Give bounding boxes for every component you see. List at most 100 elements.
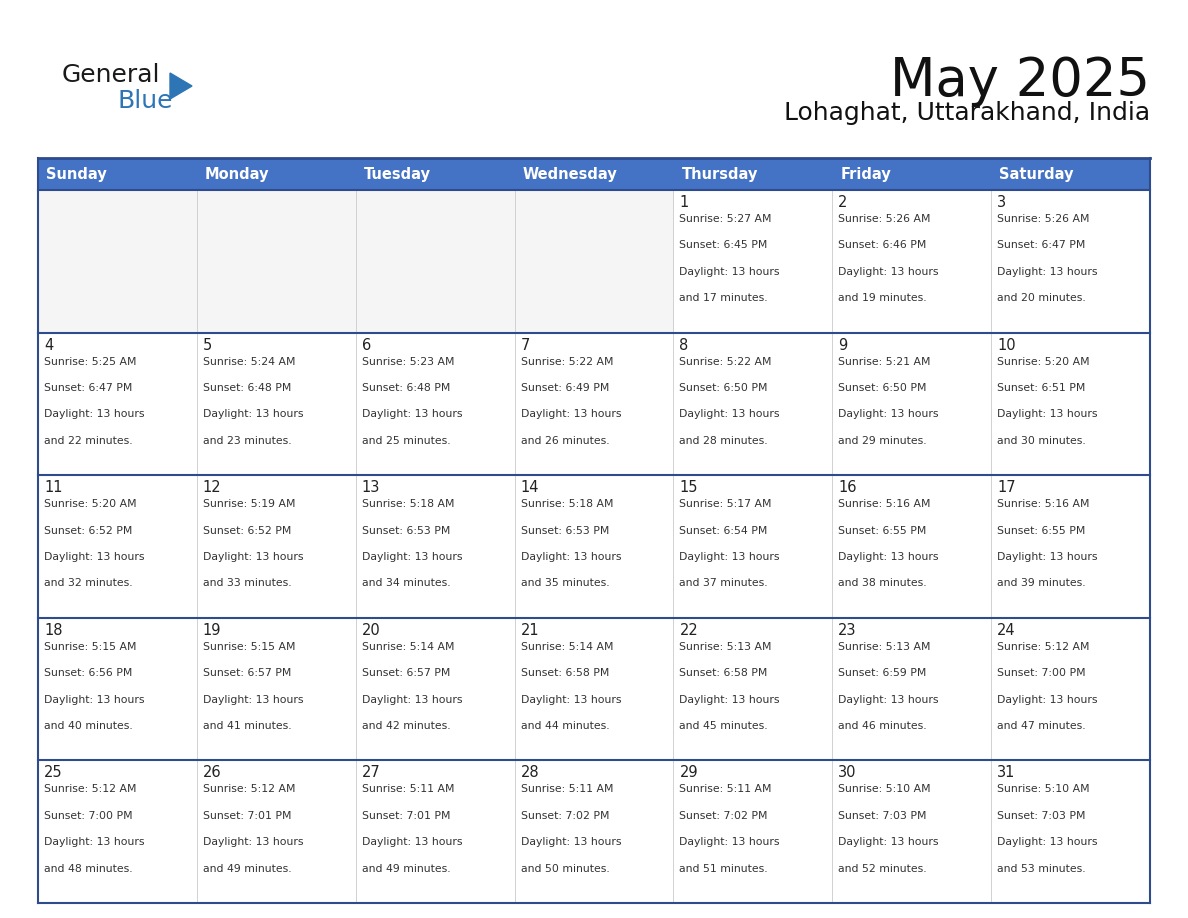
Text: Daylight: 13 hours: Daylight: 13 hours <box>44 552 145 562</box>
Text: Sunset: 6:49 PM: Sunset: 6:49 PM <box>520 383 609 393</box>
Text: Sunrise: 5:12 AM: Sunrise: 5:12 AM <box>997 642 1089 652</box>
Text: Daylight: 13 hours: Daylight: 13 hours <box>839 267 939 276</box>
Text: and 20 minutes.: and 20 minutes. <box>997 293 1086 303</box>
Text: Sunrise: 5:11 AM: Sunrise: 5:11 AM <box>520 784 613 794</box>
Text: Daylight: 13 hours: Daylight: 13 hours <box>839 695 939 704</box>
Text: Daylight: 13 hours: Daylight: 13 hours <box>520 409 621 420</box>
Text: and 42 minutes.: and 42 minutes. <box>361 721 450 731</box>
Text: Sunrise: 5:10 AM: Sunrise: 5:10 AM <box>839 784 931 794</box>
Text: and 40 minutes.: and 40 minutes. <box>44 721 133 731</box>
Text: and 45 minutes.: and 45 minutes. <box>680 721 769 731</box>
Text: Sunrise: 5:16 AM: Sunrise: 5:16 AM <box>839 499 930 509</box>
Bar <box>38 190 197 332</box>
Text: Sunrise: 5:23 AM: Sunrise: 5:23 AM <box>361 356 454 366</box>
Bar <box>991 476 1150 618</box>
Text: Daylight: 13 hours: Daylight: 13 hours <box>997 552 1098 562</box>
Text: 25: 25 <box>44 766 63 780</box>
Text: Sunrise: 5:12 AM: Sunrise: 5:12 AM <box>203 784 296 794</box>
Text: Daylight: 13 hours: Daylight: 13 hours <box>997 409 1098 420</box>
Text: 18: 18 <box>44 622 63 638</box>
Text: and 52 minutes.: and 52 minutes. <box>839 864 927 874</box>
Text: Sunrise: 5:24 AM: Sunrise: 5:24 AM <box>203 356 296 366</box>
Text: 20: 20 <box>361 622 380 638</box>
Text: Sunrise: 5:26 AM: Sunrise: 5:26 AM <box>997 214 1089 224</box>
Text: 12: 12 <box>203 480 221 495</box>
Text: Daylight: 13 hours: Daylight: 13 hours <box>680 267 781 276</box>
Text: Tuesday: Tuesday <box>364 166 431 182</box>
Text: Daylight: 13 hours: Daylight: 13 hours <box>361 409 462 420</box>
Text: and 29 minutes.: and 29 minutes. <box>839 436 927 446</box>
Text: and 17 minutes.: and 17 minutes. <box>680 293 769 303</box>
Bar <box>514 618 674 760</box>
Text: Daylight: 13 hours: Daylight: 13 hours <box>44 695 145 704</box>
Text: Sunrise: 5:26 AM: Sunrise: 5:26 AM <box>839 214 930 224</box>
Bar <box>833 476 991 618</box>
Text: 27: 27 <box>361 766 380 780</box>
Text: Daylight: 13 hours: Daylight: 13 hours <box>520 695 621 704</box>
Bar <box>833 618 991 760</box>
Text: 19: 19 <box>203 622 221 638</box>
Bar <box>197 476 355 618</box>
Text: Sunset: 7:00 PM: Sunset: 7:00 PM <box>997 668 1086 678</box>
Bar <box>355 618 514 760</box>
Text: Daylight: 13 hours: Daylight: 13 hours <box>361 837 462 847</box>
Text: Sunset: 6:54 PM: Sunset: 6:54 PM <box>680 526 767 535</box>
Text: Sunset: 6:47 PM: Sunset: 6:47 PM <box>44 383 132 393</box>
Text: and 50 minutes.: and 50 minutes. <box>520 864 609 874</box>
Text: Sunrise: 5:25 AM: Sunrise: 5:25 AM <box>44 356 137 366</box>
Bar <box>514 760 674 903</box>
Text: Sunset: 6:55 PM: Sunset: 6:55 PM <box>997 526 1086 535</box>
Text: 2: 2 <box>839 195 848 210</box>
Text: Daylight: 13 hours: Daylight: 13 hours <box>203 409 303 420</box>
Text: Daylight: 13 hours: Daylight: 13 hours <box>839 409 939 420</box>
Text: and 37 minutes.: and 37 minutes. <box>680 578 769 588</box>
Text: Sunset: 6:48 PM: Sunset: 6:48 PM <box>203 383 291 393</box>
Bar <box>38 332 197 476</box>
Bar <box>197 618 355 760</box>
Text: Sunset: 6:45 PM: Sunset: 6:45 PM <box>680 241 767 251</box>
Text: Sunset: 6:56 PM: Sunset: 6:56 PM <box>44 668 132 678</box>
Text: 6: 6 <box>361 338 371 353</box>
Text: and 28 minutes.: and 28 minutes. <box>680 436 769 446</box>
Bar <box>833 190 991 332</box>
Bar <box>674 158 833 190</box>
Text: and 26 minutes.: and 26 minutes. <box>520 436 609 446</box>
Text: 15: 15 <box>680 480 697 495</box>
Text: 7: 7 <box>520 338 530 353</box>
Text: and 32 minutes.: and 32 minutes. <box>44 578 133 588</box>
Text: Blue: Blue <box>116 89 172 113</box>
Text: Sunset: 6:59 PM: Sunset: 6:59 PM <box>839 668 927 678</box>
Bar <box>355 332 514 476</box>
Text: Sunrise: 5:15 AM: Sunrise: 5:15 AM <box>203 642 296 652</box>
Text: Sunset: 7:03 PM: Sunset: 7:03 PM <box>839 811 927 821</box>
Text: 28: 28 <box>520 766 539 780</box>
Text: and 22 minutes.: and 22 minutes. <box>44 436 133 446</box>
Text: 13: 13 <box>361 480 380 495</box>
Text: and 48 minutes.: and 48 minutes. <box>44 864 133 874</box>
Text: Daylight: 13 hours: Daylight: 13 hours <box>997 695 1098 704</box>
Text: Sunset: 6:48 PM: Sunset: 6:48 PM <box>361 383 450 393</box>
Text: Daylight: 13 hours: Daylight: 13 hours <box>520 837 621 847</box>
Text: 10: 10 <box>997 338 1016 353</box>
Bar <box>355 158 514 190</box>
Text: and 44 minutes.: and 44 minutes. <box>520 721 609 731</box>
Bar <box>674 190 833 332</box>
Polygon shape <box>170 73 192 99</box>
Text: 26: 26 <box>203 766 221 780</box>
Text: 24: 24 <box>997 622 1016 638</box>
Text: Lohaghat, Uttarakhand, India: Lohaghat, Uttarakhand, India <box>784 101 1150 125</box>
Text: Sunset: 6:50 PM: Sunset: 6:50 PM <box>839 383 927 393</box>
Text: May 2025: May 2025 <box>890 55 1150 107</box>
Text: Sunset: 6:53 PM: Sunset: 6:53 PM <box>361 526 450 535</box>
Text: Wednesday: Wednesday <box>523 166 618 182</box>
Bar <box>833 760 991 903</box>
Text: Thursday: Thursday <box>682 166 758 182</box>
Text: Daylight: 13 hours: Daylight: 13 hours <box>680 552 781 562</box>
Text: Sunrise: 5:27 AM: Sunrise: 5:27 AM <box>680 214 772 224</box>
Bar <box>38 476 197 618</box>
Text: Sunset: 6:47 PM: Sunset: 6:47 PM <box>997 241 1086 251</box>
Bar <box>833 332 991 476</box>
Text: 21: 21 <box>520 622 539 638</box>
Text: Sunrise: 5:14 AM: Sunrise: 5:14 AM <box>520 642 613 652</box>
Text: 9: 9 <box>839 338 847 353</box>
